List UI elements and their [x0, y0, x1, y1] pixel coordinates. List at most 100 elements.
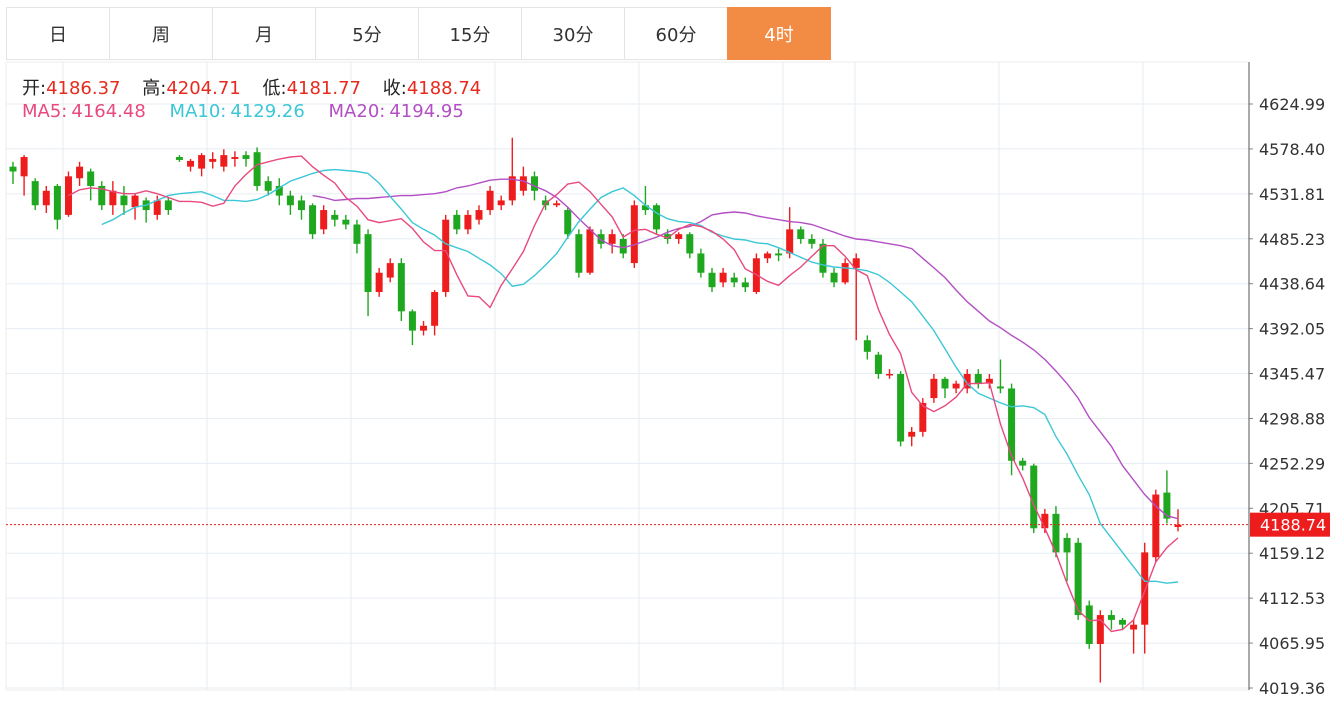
candle-body	[686, 234, 694, 254]
ohlc-readout: 开:4186.37 高:4204.71 低:4181.77 收:4188.74	[22, 74, 497, 100]
candle-body	[475, 210, 483, 220]
candle-body	[1174, 524, 1182, 527]
candle-body	[242, 155, 250, 159]
candle-body	[697, 253, 705, 273]
y-tick-label: 4485.23	[1259, 230, 1325, 249]
candle-body	[1141, 552, 1149, 625]
ma20-label: MA20:	[328, 101, 386, 122]
y-tick-label: 4019.36	[1259, 679, 1325, 698]
candle-body	[1063, 537, 1071, 553]
candle-body	[741, 282, 749, 288]
candle-body	[120, 195, 128, 206]
candle-body	[675, 234, 683, 239]
candle-body	[608, 234, 616, 244]
tab-60min[interactable]: 60分	[624, 7, 728, 60]
ma-legend: MA5: 4164.48 MA10: 4129.26 MA20: 4194.95	[22, 101, 482, 122]
candle-body	[464, 214, 472, 230]
candle-body	[131, 195, 139, 208]
candle-body	[553, 203, 561, 206]
candle-body	[530, 176, 538, 191]
candle-body	[408, 311, 416, 331]
candle-body	[275, 185, 283, 196]
candle-body	[264, 181, 272, 191]
candle-body	[231, 157, 239, 159]
high-value: 4204.71	[166, 78, 241, 99]
ma5-line	[68, 155, 1179, 633]
candle-body	[1074, 542, 1082, 616]
y-tick-label: 4578.40	[1259, 140, 1325, 159]
y-tick-label: 4624.99	[1259, 95, 1325, 114]
ma20-value: 4194.95	[389, 101, 464, 122]
candle-body	[586, 229, 594, 273]
ma10-label: MA10:	[169, 101, 227, 122]
candle-body	[364, 234, 372, 293]
candle-body	[963, 373, 971, 389]
candle-body	[808, 238, 816, 244]
candle-body	[20, 157, 28, 177]
candle-body	[952, 383, 960, 389]
low-value: 4181.77	[286, 78, 362, 99]
candle-body	[1130, 624, 1138, 630]
tab-30min[interactable]: 30分	[521, 7, 625, 60]
tab-week[interactable]: 周	[109, 7, 213, 60]
candle-body	[320, 210, 328, 230]
y-tick-label: 4252.29	[1259, 454, 1325, 473]
candle-body	[830, 272, 838, 283]
low-label: 低:	[262, 78, 287, 99]
candle-body	[852, 258, 860, 268]
candle-body	[297, 200, 305, 211]
candle-body	[1085, 605, 1093, 644]
candle-body	[597, 234, 605, 244]
y-tick-label: 4392.05	[1259, 320, 1325, 339]
candle-body	[286, 195, 294, 206]
candle-body	[974, 373, 982, 384]
candle-body	[1107, 615, 1115, 620]
candle-body	[841, 263, 849, 283]
open-label: 开:	[22, 78, 47, 99]
candle-body	[175, 157, 183, 160]
candle-body	[164, 200, 172, 211]
candle-body	[786, 229, 794, 254]
candle-body	[9, 166, 17, 172]
candle-body	[353, 224, 361, 244]
y-tick-label: 4298.88	[1259, 409, 1325, 428]
tab-month[interactable]: 月	[212, 7, 316, 60]
last-price-label: 4188.74	[1260, 516, 1326, 535]
candle-body	[420, 325, 428, 331]
tab-15min[interactable]: 15分	[418, 7, 522, 60]
candle-body	[497, 200, 505, 206]
candle-body	[187, 160, 195, 167]
plot-frame	[5, 61, 1250, 691]
y-tick-label: 4531.81	[1259, 185, 1325, 204]
candle-body	[775, 253, 783, 256]
candle-body	[1052, 513, 1060, 553]
candle-body	[1019, 460, 1027, 466]
candle-body	[508, 176, 516, 201]
tab-day[interactable]: 日	[6, 7, 110, 60]
candle-body	[996, 386, 1004, 389]
candle-body	[309, 205, 317, 235]
candle-body	[1119, 619, 1127, 625]
candle-body	[575, 234, 583, 273]
candle-body	[98, 185, 106, 206]
ma5-label: MA5:	[22, 101, 68, 122]
close-value: 4188.74	[406, 78, 482, 99]
y-tick-label: 4159.12	[1259, 544, 1325, 563]
candle-body	[630, 205, 638, 264]
candle-body	[209, 158, 217, 162]
candle-body	[442, 219, 450, 293]
candle-body	[930, 378, 938, 399]
candle-body	[198, 155, 206, 169]
candle-body	[220, 155, 228, 167]
candle-body	[1163, 492, 1171, 519]
ma10-value: 4129.26	[230, 101, 305, 122]
tab-5min[interactable]: 5分	[315, 7, 419, 60]
candle-body	[431, 292, 439, 326]
candle-body	[919, 402, 927, 432]
candle-body	[641, 205, 649, 211]
candle-body	[664, 234, 672, 239]
tab-4hour[interactable]: 4时	[727, 7, 831, 60]
y-tick-label: 4112.53	[1259, 589, 1325, 608]
candle-body	[331, 214, 339, 220]
